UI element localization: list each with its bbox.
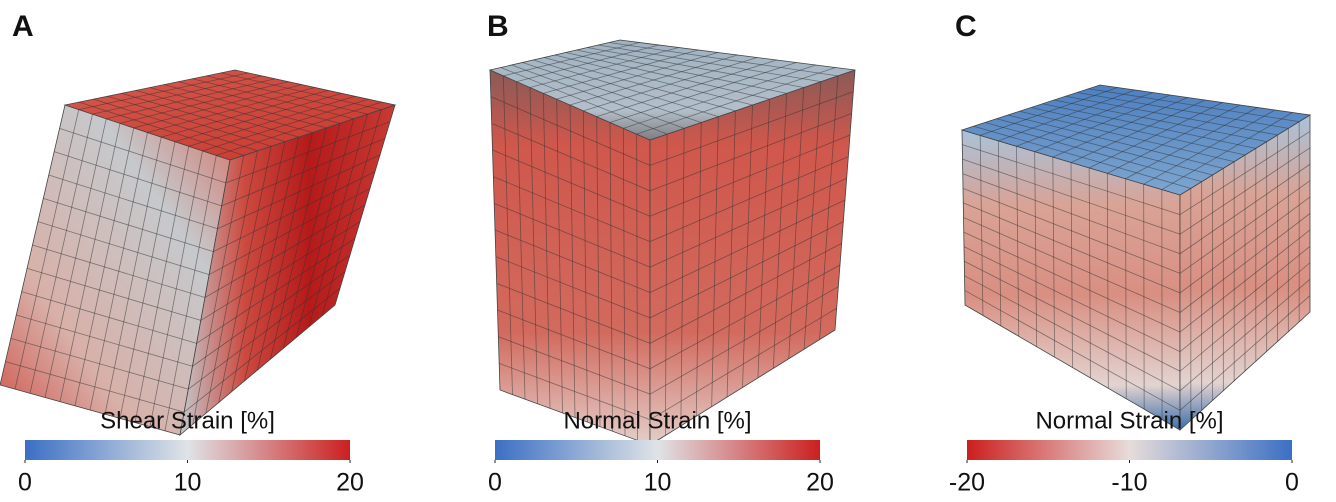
panel-label: B bbox=[487, 10, 509, 43]
mesh-line bbox=[636, 134, 638, 441]
mesh-line bbox=[5, 361, 185, 413]
mesh-line bbox=[321, 109, 382, 316]
mesh-line bbox=[649, 307, 837, 420]
mesh-line bbox=[1179, 278, 1311, 392]
colorbar-tick-label: 20 bbox=[806, 469, 834, 497]
panels: A Shear Strain [%] 0 10 20 B Normal Strain [%]… bbox=[12, 10, 1299, 497]
colorbar bbox=[967, 440, 1292, 460]
mesh-line bbox=[636, 67, 836, 135]
mesh-line bbox=[1143, 184, 1145, 410]
mesh-line bbox=[819, 75, 839, 340]
colorbar-tick-label: 0 bbox=[1285, 469, 1299, 497]
colorbar-tick-label: 10 bbox=[644, 469, 672, 497]
colorbar-tick-label: 0 bbox=[18, 469, 32, 497]
colorbar-tick-label: 10 bbox=[174, 469, 202, 497]
mesh-line bbox=[964, 290, 1181, 411]
colorbar-tick-label: -10 bbox=[1111, 469, 1147, 497]
mesh-line bbox=[1161, 112, 1293, 190]
mesh-line bbox=[1088, 88, 1300, 123]
mesh-line bbox=[183, 288, 341, 413]
mesh-line bbox=[623, 64, 816, 129]
mesh-line bbox=[1143, 109, 1276, 185]
mesh-line bbox=[164, 155, 217, 431]
mesh-line bbox=[188, 271, 346, 390]
mesh-line bbox=[202, 98, 369, 152]
mesh-line bbox=[220, 72, 382, 110]
mesh-line bbox=[10, 337, 189, 390]
colorbar bbox=[25, 440, 350, 460]
colorbar-tick-label: -20 bbox=[949, 469, 985, 497]
colorbar-title: Normal Strain [%] bbox=[1035, 407, 1223, 434]
mesh-line bbox=[498, 336, 651, 395]
mesh-line bbox=[1179, 295, 1311, 411]
colorbar-tick-label: 20 bbox=[336, 469, 364, 497]
panel-label: A bbox=[12, 10, 34, 43]
colorbar bbox=[495, 440, 820, 460]
colorbar-title: Normal Strain [%] bbox=[563, 407, 751, 434]
mesh-line bbox=[964, 275, 1181, 392]
colorbar-tick-label: 0 bbox=[488, 469, 502, 497]
mesh-line bbox=[216, 101, 382, 156]
mesh-line bbox=[649, 286, 839, 395]
mesh-line bbox=[499, 362, 651, 420]
mesh-line bbox=[609, 42, 838, 77]
panel-label: C bbox=[955, 10, 977, 43]
meshes bbox=[0, 39, 1312, 446]
colorbar-title: Shear Strain [%] bbox=[100, 407, 275, 434]
